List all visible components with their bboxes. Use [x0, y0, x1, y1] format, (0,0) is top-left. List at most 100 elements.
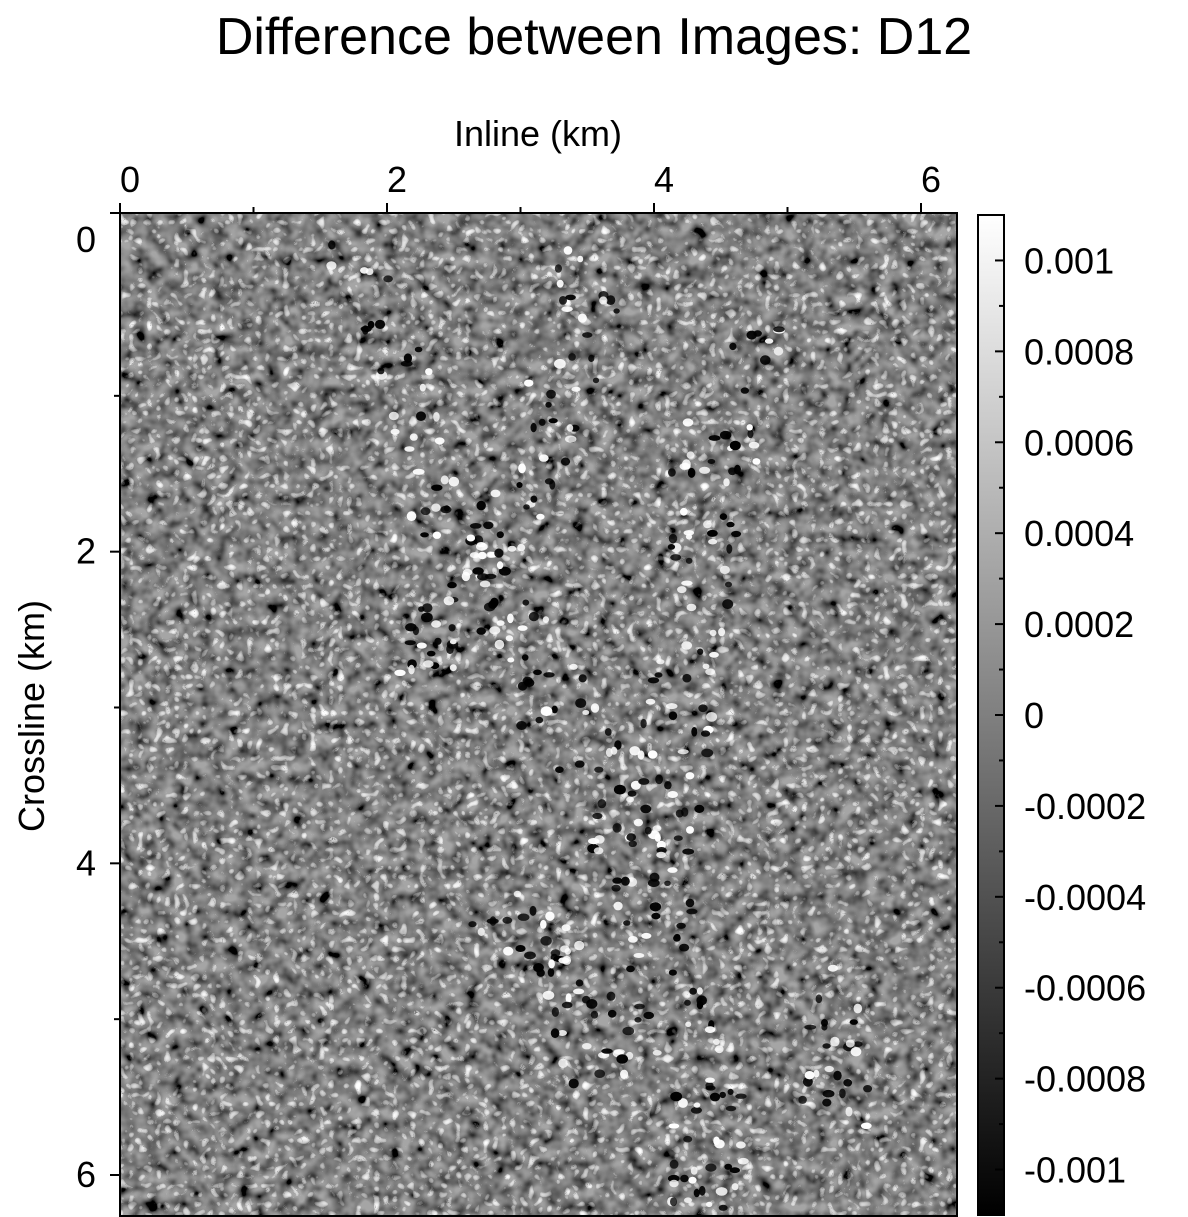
- dark-anomaly-blob: [634, 1003, 645, 1010]
- bright-anomaly-blob: [566, 424, 574, 432]
- dark-anomaly-blob: [412, 626, 419, 636]
- bright-anomaly-blob: [656, 840, 666, 850]
- dark-anomaly-blob: [554, 264, 563, 273]
- dark-anomaly-blob: [545, 401, 552, 408]
- colorbar-tick-label: 0.0004: [1024, 513, 1134, 554]
- bright-anomaly-blob: [684, 1197, 692, 1203]
- dark-anomaly-blob: [611, 884, 621, 892]
- dark-anomaly-blob: [683, 1135, 693, 1143]
- dark-anomaly-blob: [574, 760, 585, 768]
- bright-anomaly-blob: [633, 818, 644, 827]
- dark-anomaly-blob: [374, 319, 386, 329]
- dark-anomaly-blob: [561, 1001, 573, 1009]
- heatmap-plot-area: [119, 212, 958, 1217]
- bright-anomaly-blob: [513, 890, 522, 898]
- dark-anomaly-blob: [484, 573, 497, 580]
- bright-anomaly-blob: [431, 620, 442, 628]
- bright-anomaly-blob: [813, 1069, 820, 1078]
- y-axis-ticks: 0 2 4 6: [76, 212, 120, 1195]
- bright-anomaly-blob: [850, 1047, 862, 1057]
- dark-anomaly-blob: [727, 1088, 734, 1095]
- dark-anomaly-blob: [575, 979, 584, 987]
- bright-anomaly-blob: [433, 412, 440, 422]
- dark-anomaly-blob: [403, 353, 412, 364]
- dark-anomaly-blob: [498, 566, 511, 576]
- heatmap-feature-blobs: [326, 240, 873, 1211]
- dark-anomaly-blob: [496, 531, 504, 539]
- bright-anomaly-blob: [409, 433, 418, 441]
- dark-anomaly-blob: [687, 467, 696, 478]
- bright-anomaly-blob: [326, 261, 337, 270]
- dark-anomaly-blob: [613, 308, 620, 314]
- bright-anomaly-blob: [827, 964, 839, 972]
- dark-anomaly-blob: [724, 1163, 733, 1170]
- dark-anomaly-blob: [550, 949, 561, 957]
- dark-anomaly-blob: [798, 1095, 807, 1104]
- bright-anomaly-blob: [718, 627, 726, 637]
- dark-anomaly-blob: [447, 581, 457, 589]
- dark-anomaly-blob: [483, 521, 494, 530]
- dark-anomaly-blob: [592, 377, 600, 384]
- bright-anomaly-blob: [599, 296, 608, 305]
- dark-anomaly-blob: [682, 673, 692, 683]
- dark-anomaly-blob: [517, 913, 530, 921]
- dark-anomaly-blob: [626, 965, 635, 973]
- dark-anomaly-blob: [673, 835, 683, 841]
- bright-anomaly-blob: [626, 796, 634, 803]
- bright-anomaly-blob: [681, 641, 693, 650]
- dark-anomaly-blob: [682, 848, 695, 855]
- bright-anomaly-blob: [647, 750, 658, 759]
- dark-anomaly-blob: [604, 728, 612, 736]
- bright-anomaly-blob: [558, 957, 570, 964]
- dark-anomaly-blob: [594, 766, 604, 773]
- dark-anomaly-blob: [815, 994, 823, 1004]
- bright-anomaly-blob: [406, 511, 417, 522]
- dark-anomaly-blob: [726, 521, 735, 528]
- dark-anomaly-blob: [638, 778, 650, 785]
- dark-anomaly-blob: [612, 823, 622, 833]
- dark-anomaly-blob: [533, 963, 544, 973]
- y-axis-label: Crossline (km): [11, 600, 52, 832]
- dark-anomaly-blob: [804, 1024, 817, 1030]
- dark-anomaly-blob: [578, 674, 587, 683]
- dark-anomaly-blob: [686, 908, 698, 915]
- dark-anomaly-blob: [693, 1188, 700, 1198]
- dark-anomaly-blob: [601, 1048, 613, 1054]
- chart-title: Difference between Images: D12: [216, 8, 972, 66]
- bright-anomaly-blob: [494, 639, 505, 650]
- dark-anomaly-blob: [668, 711, 678, 720]
- dark-anomaly-blob: [383, 275, 393, 283]
- bright-anomaly-blob: [554, 358, 566, 369]
- bright-anomaly-blob: [524, 379, 534, 387]
- colorbar-tick-label: -0.0008: [1024, 1059, 1146, 1100]
- dark-anomaly-blob: [555, 766, 564, 773]
- bright-anomaly-blob: [419, 383, 426, 392]
- bright-anomaly-blob: [561, 924, 571, 932]
- dark-anomaly-blob: [528, 611, 539, 622]
- bright-anomaly-blob: [440, 475, 449, 485]
- dark-anomaly-blob: [521, 654, 529, 661]
- dark-anomaly-blob: [477, 573, 489, 581]
- bright-anomaly-blob: [637, 750, 645, 760]
- bright-anomaly-blob: [449, 639, 457, 645]
- bright-anomaly-blob: [633, 953, 645, 958]
- bright-anomaly-blob: [752, 458, 761, 465]
- bright-anomaly-blob: [461, 571, 471, 582]
- dark-anomaly-blob: [328, 240, 336, 250]
- bright-anomaly-blob: [517, 625, 528, 631]
- dark-anomaly-blob: [472, 567, 484, 575]
- dark-anomaly-blob: [614, 740, 622, 750]
- colorbar-tick-label: -0.0006: [1024, 968, 1146, 1009]
- dark-anomaly-blob: [729, 342, 737, 351]
- bright-anomaly-blob: [703, 520, 712, 529]
- bright-anomaly-blob: [709, 629, 717, 637]
- dark-anomaly-blob: [543, 672, 555, 678]
- dark-anomaly-blob: [701, 748, 714, 758]
- bright-anomaly-blob: [665, 703, 678, 710]
- dark-anomaly-blob: [667, 1174, 680, 1183]
- bright-anomaly-blob: [714, 1139, 725, 1149]
- dark-anomaly-blob: [822, 1043, 831, 1049]
- bright-anomaly-blob: [641, 932, 652, 939]
- dark-anomaly-blob: [565, 294, 576, 301]
- bright-anomaly-blob: [686, 826, 694, 834]
